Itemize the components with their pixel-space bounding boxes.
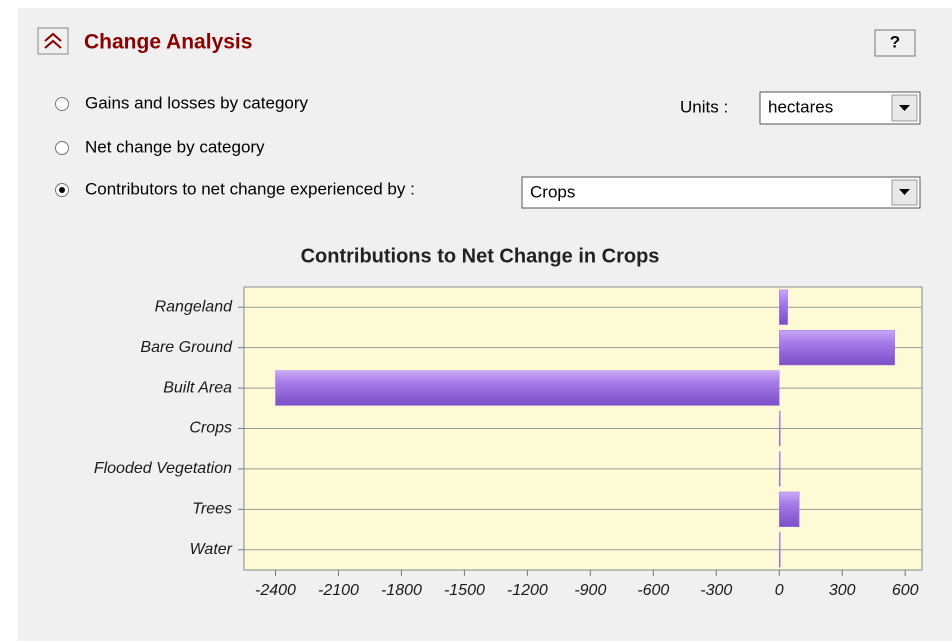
radio-button[interactable] bbox=[55, 97, 69, 111]
dropdown-arrow bbox=[899, 105, 910, 111]
bar bbox=[779, 289, 788, 325]
y-tick-label: Water bbox=[190, 541, 233, 558]
radio-label: Net change by category bbox=[85, 137, 265, 156]
x-tick-label: -1800 bbox=[381, 582, 422, 599]
radio-dot bbox=[59, 187, 65, 193]
collapse-button[interactable] bbox=[37, 27, 69, 55]
y-tick-label: Built Area bbox=[163, 379, 232, 396]
x-tick-label: 600 bbox=[892, 582, 919, 599]
units-value: hectares bbox=[768, 97, 833, 116]
x-tick-label: 0 bbox=[775, 582, 784, 599]
help-label: ? bbox=[890, 32, 900, 51]
x-tick-label: -2400 bbox=[255, 582, 296, 599]
x-tick-label: -600 bbox=[637, 582, 669, 599]
y-tick-label: Crops bbox=[189, 420, 232, 437]
x-tick-label: -1200 bbox=[507, 582, 548, 599]
chart-title: Contributions to Net Change in Crops bbox=[301, 245, 660, 267]
radio-label: Contributors to net change experienced b… bbox=[85, 179, 415, 198]
collapse-icon bbox=[44, 32, 62, 49]
y-tick-label: Trees bbox=[192, 501, 232, 518]
y-tick-label: Rangeland bbox=[155, 298, 234, 315]
category-value: Crops bbox=[530, 182, 575, 201]
panel-title: Change Analysis bbox=[84, 31, 252, 54]
radio-label: Gains and losses by category bbox=[85, 93, 309, 112]
radio-button[interactable] bbox=[55, 141, 69, 155]
x-tick-label: -1500 bbox=[444, 582, 485, 599]
category-select[interactable] bbox=[521, 176, 921, 209]
y-tick-label: Bare Ground bbox=[140, 339, 233, 356]
bar bbox=[779, 451, 781, 487]
bar bbox=[779, 532, 781, 568]
units-label: Units : bbox=[680, 97, 728, 116]
x-tick-label: -900 bbox=[574, 582, 606, 599]
x-tick-label: 300 bbox=[829, 582, 856, 599]
bar bbox=[779, 330, 895, 366]
dropdown-arrow bbox=[899, 189, 910, 195]
bar bbox=[275, 370, 780, 406]
x-tick-label: -2100 bbox=[318, 582, 359, 599]
y-tick-label: Flooded Vegetation bbox=[94, 460, 232, 477]
x-tick-label: -300 bbox=[700, 582, 732, 599]
bar bbox=[779, 491, 800, 527]
bar bbox=[779, 410, 781, 447]
help-button[interactable] bbox=[874, 29, 916, 57]
